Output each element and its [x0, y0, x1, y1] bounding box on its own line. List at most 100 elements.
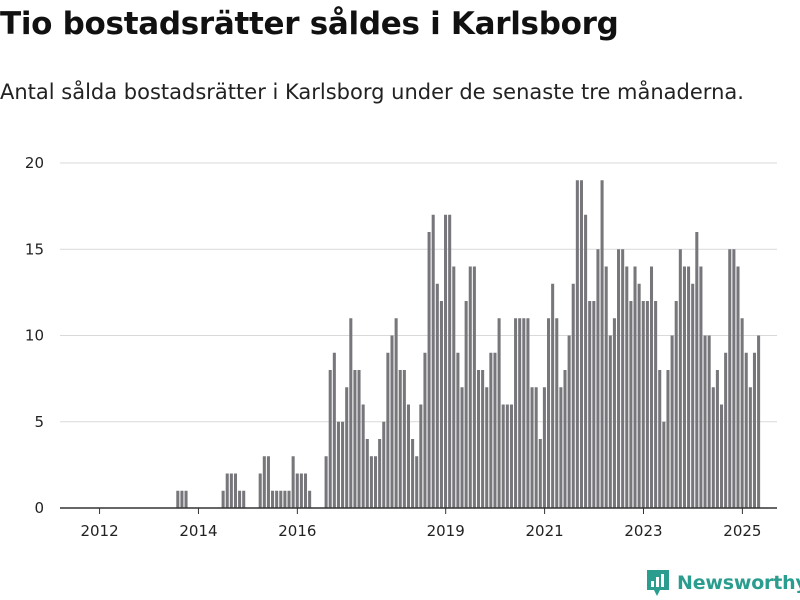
- bar: [361, 404, 365, 508]
- bar: [555, 318, 559, 508]
- bar: [707, 335, 711, 508]
- bar: [633, 266, 637, 508]
- bar: [472, 266, 476, 508]
- bar: [476, 370, 481, 508]
- bar: [275, 490, 279, 508]
- bar: [744, 352, 748, 508]
- bar: [308, 490, 312, 508]
- bar: [439, 301, 443, 508]
- bar: [349, 318, 353, 508]
- bar: [299, 473, 303, 508]
- bar: [262, 456, 266, 508]
- bar: [303, 473, 308, 508]
- y-tick-label: 0: [34, 499, 44, 517]
- bar: [691, 283, 695, 508]
- bar: [592, 301, 596, 508]
- bar: [666, 370, 670, 508]
- bar: [365, 439, 369, 508]
- bar: [394, 318, 398, 508]
- bar: [295, 473, 299, 508]
- bar: [649, 266, 654, 508]
- bar: [740, 318, 744, 508]
- bar: [629, 301, 633, 508]
- bar: [180, 490, 184, 508]
- bar: [670, 335, 674, 508]
- bar: [637, 283, 641, 508]
- bar: [481, 370, 485, 508]
- bar: [271, 490, 275, 508]
- bar: [233, 473, 237, 508]
- x-tick-label: 2023: [624, 522, 662, 540]
- bar: [522, 318, 526, 508]
- bar: [724, 352, 728, 508]
- bar: [390, 335, 394, 508]
- bar: [176, 490, 180, 508]
- bar: [757, 335, 761, 508]
- bar: [658, 370, 662, 508]
- y-tick-label: 10: [25, 327, 44, 345]
- bar: [678, 249, 682, 508]
- bar: [625, 266, 629, 508]
- bar: [225, 473, 229, 508]
- bar: [324, 456, 328, 508]
- bar: [398, 370, 402, 508]
- bar: [382, 421, 386, 508]
- bar: [374, 456, 378, 508]
- bar: [279, 490, 283, 508]
- y-tick-label: 20: [25, 154, 44, 172]
- bar: [559, 387, 563, 508]
- bar: [617, 249, 621, 508]
- bar: [720, 404, 724, 508]
- bar: [509, 404, 513, 508]
- bar: [452, 266, 456, 508]
- bar: [600, 180, 604, 508]
- bar: [431, 214, 435, 508]
- bar: [542, 387, 546, 508]
- bar: [514, 318, 518, 508]
- bar: [604, 266, 608, 508]
- chart-title: Tio bostadsrätter såldes i Karlsborg: [0, 6, 619, 42]
- bar: [266, 456, 270, 508]
- bar: [448, 214, 452, 508]
- bar: [427, 232, 431, 508]
- bar: [534, 387, 538, 508]
- bar: [369, 456, 373, 508]
- bar: [336, 421, 340, 508]
- bar: [283, 490, 287, 508]
- bar: [575, 180, 579, 508]
- bar: [687, 266, 691, 508]
- bar: [596, 249, 600, 508]
- bar: [538, 439, 542, 508]
- bar: [579, 180, 583, 508]
- bar: [505, 404, 509, 508]
- bar: [715, 370, 719, 508]
- bar: [711, 387, 715, 508]
- bar: [530, 387, 534, 508]
- bar: [608, 335, 612, 508]
- bar: [242, 490, 246, 508]
- bar: [551, 283, 555, 508]
- bar: [682, 266, 686, 508]
- bar: [419, 404, 423, 508]
- bar: [748, 387, 752, 508]
- bar: [752, 352, 756, 508]
- bar: [703, 335, 707, 508]
- bar: [518, 318, 522, 508]
- x-tick-label: 2012: [80, 522, 118, 540]
- data-label: 10: [781, 0, 800, 4]
- bar: [485, 387, 489, 508]
- bar: [547, 318, 551, 508]
- x-tick-label: 2021: [525, 522, 563, 540]
- bar: [732, 249, 736, 508]
- bar: [291, 456, 295, 508]
- bar: [654, 301, 658, 508]
- bar: [378, 439, 382, 508]
- bar: [728, 249, 732, 508]
- bar: [229, 473, 233, 508]
- bar: [456, 352, 460, 508]
- bar: [489, 352, 493, 508]
- bar: [645, 301, 649, 508]
- bar: [415, 456, 419, 508]
- bar: [238, 490, 242, 508]
- bar: [699, 266, 703, 508]
